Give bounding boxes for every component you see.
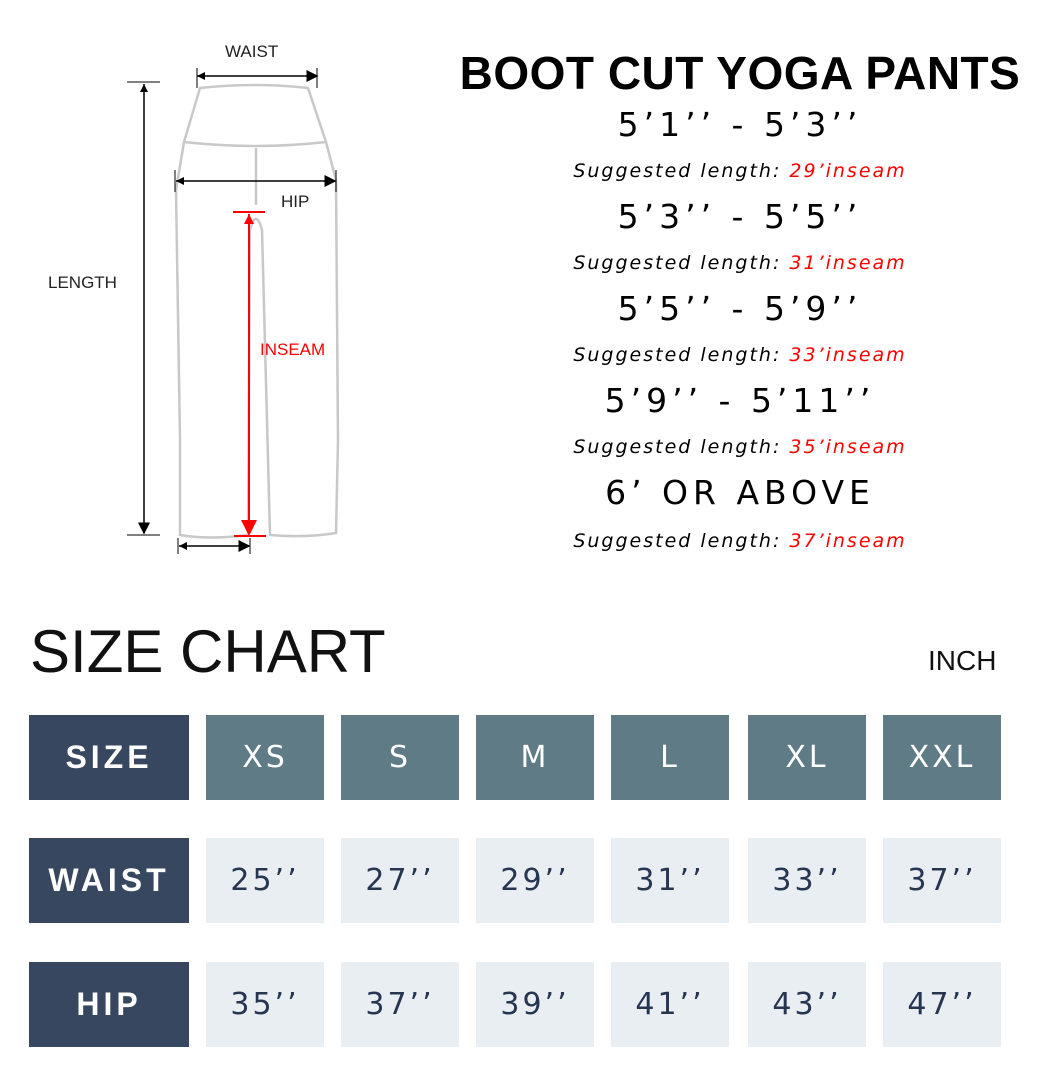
- measurement-cell: 47’’: [883, 962, 1001, 1047]
- waist-label: WAIST: [225, 42, 279, 61]
- suggested-prefix: Suggested length:: [573, 530, 790, 552]
- size-header-cell: XS: [206, 715, 324, 800]
- height-range: 6’ OR ABOVE: [605, 473, 875, 512]
- size-header-cell: XL: [748, 715, 866, 800]
- hip-label: HIP: [281, 192, 310, 211]
- height-range: 5’3’’ - 5’5’’: [617, 197, 863, 236]
- suggested-length: Suggested length: 31’inseam: [440, 252, 1040, 274]
- suggested-prefix: Suggested length:: [573, 436, 790, 458]
- suggested-length: Suggested length: 33’inseam: [440, 344, 1040, 366]
- row-label-size: SIZE: [29, 715, 189, 800]
- inseam-value: 37’inseam: [789, 530, 907, 552]
- unit-label: INCH: [928, 645, 997, 676]
- suggested-length: Suggested length: 37’inseam: [440, 530, 1040, 552]
- measurement-cell: 37’’: [341, 962, 459, 1047]
- measurement-cell: 33’’: [748, 838, 866, 923]
- inseam-value: 29’inseam: [789, 160, 907, 182]
- height-range: 5’9’’ - 5’11’’: [604, 381, 876, 420]
- suggested-prefix: Suggested length:: [573, 160, 790, 182]
- measurement-cell: 35’’: [206, 962, 324, 1047]
- measurement-cell: 43’’: [748, 962, 866, 1047]
- product-title: BOOT CUT YOGA PANTS: [459, 47, 1021, 99]
- size-header-cell: L: [611, 715, 729, 800]
- pants-diagram: [127, 68, 340, 554]
- suggested-prefix: Suggested length:: [573, 252, 790, 274]
- row-label-hip: HIP: [29, 962, 189, 1047]
- measurement-cell: 37’’: [883, 838, 1001, 923]
- pants-outline: [174, 83, 340, 539]
- size-header-cell: M: [476, 715, 594, 800]
- length-label: LENGTH: [48, 273, 117, 292]
- suggested-prefix: Suggested length:: [573, 344, 790, 366]
- measure-lines: [127, 68, 337, 554]
- measurement-cell: 25’’: [206, 838, 324, 923]
- height-range: 5’1’’ - 5’3’’: [617, 105, 863, 144]
- inseam-value: 31’inseam: [789, 252, 907, 274]
- inseam-label: INSEAM: [260, 340, 326, 359]
- size-header-cell: XXL: [883, 715, 1001, 800]
- measurement-cell: 27’’: [341, 838, 459, 923]
- size-chart-title: SIZE CHART: [30, 618, 386, 685]
- inseam-value: 33’inseam: [789, 344, 907, 366]
- suggested-length: Suggested length: 29’inseam: [440, 160, 1040, 182]
- height-range: 5’5’’ - 5’9’’: [617, 289, 863, 328]
- size-header-cell: S: [341, 715, 459, 800]
- measurement-cell: 31’’: [611, 838, 729, 923]
- measurement-cell: 39’’: [476, 962, 594, 1047]
- measurement-cell: 29’’: [476, 838, 594, 923]
- suggested-length: Suggested length: 35’inseam: [440, 436, 1040, 458]
- measurement-cell: 41’’: [611, 962, 729, 1047]
- row-label-waist: WAIST: [29, 838, 189, 923]
- inseam-value: 35’inseam: [789, 436, 907, 458]
